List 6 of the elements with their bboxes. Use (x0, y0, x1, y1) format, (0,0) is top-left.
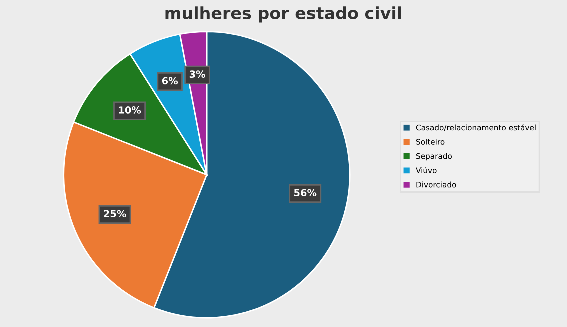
data-label: 10% (119, 106, 142, 114)
data-label: 56% (294, 189, 317, 197)
data-label: 25% (104, 210, 126, 218)
data-label: 6% (162, 77, 178, 85)
data-label: 3% (190, 70, 206, 78)
chart-title: mulheres por estado civil (166, 6, 402, 23)
